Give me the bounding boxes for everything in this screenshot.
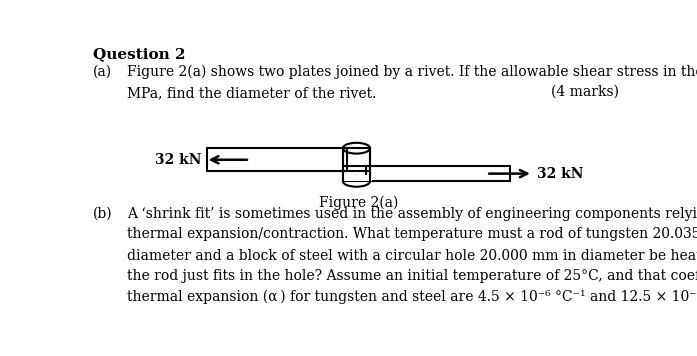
Text: (a): (a) bbox=[93, 65, 112, 79]
Text: 32 kN: 32 kN bbox=[155, 153, 202, 167]
Text: (b): (b) bbox=[93, 207, 113, 221]
Text: (4 marks): (4 marks) bbox=[551, 84, 619, 98]
Polygon shape bbox=[342, 175, 372, 181]
Text: A ‘shrink fit’ is sometimes used in the assembly of engineering components relyi: A ‘shrink fit’ is sometimes used in the … bbox=[128, 207, 697, 304]
Text: Figure 2(a) shows two plates joined by a rivet. If the allowable shear stress in: Figure 2(a) shows two plates joined by a… bbox=[128, 65, 697, 100]
Text: Figure 2(a): Figure 2(a) bbox=[319, 195, 398, 210]
Text: Question 2: Question 2 bbox=[93, 47, 186, 61]
Text: 32 kN: 32 kN bbox=[537, 167, 583, 180]
